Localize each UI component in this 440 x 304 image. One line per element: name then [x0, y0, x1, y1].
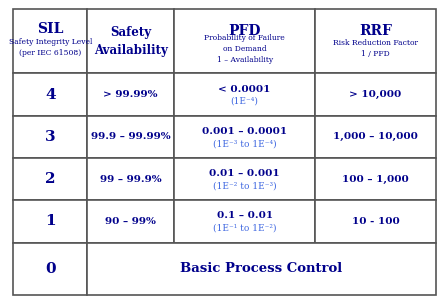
Text: 0.1 – 0.01: 0.1 – 0.01 [216, 212, 273, 220]
Text: (1E⁻⁴): (1E⁻⁴) [231, 97, 259, 106]
Bar [174, 158, 315, 200]
Text: (1E⁻² to 1E⁻³): (1E⁻² to 1E⁻³) [213, 181, 276, 190]
Text: (1E⁻¹ to 1E⁻²): (1E⁻¹ to 1E⁻²) [213, 224, 276, 233]
Bar [174, 9, 315, 74]
Bar [315, 158, 436, 200]
Bar [315, 9, 436, 74]
Bar [13, 116, 87, 158]
Bar [315, 74, 436, 116]
Text: 0: 0 [45, 262, 55, 276]
Text: > 99.99%: > 99.99% [103, 90, 158, 99]
Text: < 0.0001: < 0.0001 [218, 85, 271, 94]
Text: > 10,000: > 10,000 [349, 90, 402, 99]
Bar [87, 158, 174, 200]
Text: 1: 1 [45, 214, 55, 228]
Text: Safety
Availability: Safety Availability [94, 26, 168, 57]
Bar [315, 116, 436, 158]
Bar [174, 116, 315, 158]
Text: PFD: PFD [228, 24, 261, 38]
Text: 10 - 100: 10 - 100 [352, 217, 400, 226]
Bar [13, 9, 87, 74]
Text: SIL: SIL [37, 22, 63, 36]
Text: Safety Integrity Level
(per IEC 61508): Safety Integrity Level (per IEC 61508) [9, 38, 92, 57]
Text: 4: 4 [45, 88, 55, 102]
Bar [174, 200, 315, 243]
Bar [87, 243, 436, 295]
Text: 3: 3 [45, 130, 55, 144]
Bar [87, 200, 174, 243]
Text: Basic Process Control: Basic Process Control [180, 262, 343, 275]
Bar [13, 158, 87, 200]
Bar [315, 200, 436, 243]
Text: 99 – 99.9%: 99 – 99.9% [100, 174, 161, 184]
Text: 100 – 1,000: 100 – 1,000 [342, 174, 409, 184]
Bar [174, 74, 315, 116]
Bar [13, 200, 87, 243]
Text: 99.9 – 99.99%: 99.9 – 99.99% [91, 132, 170, 141]
Text: Probability of Failure
on Demand
1 – Availability: Probability of Failure on Demand 1 – Ava… [204, 34, 285, 64]
Text: Risk Reduction Factor
1 / PFD: Risk Reduction Factor 1 / PFD [333, 40, 418, 58]
Text: (1E⁻³ to 1E⁻⁴): (1E⁻³ to 1E⁻⁴) [213, 139, 276, 148]
Bar [13, 243, 87, 295]
Bar [87, 9, 174, 74]
Bar [87, 74, 174, 116]
Text: 0.01 – 0.001: 0.01 – 0.001 [209, 169, 280, 178]
Bar [13, 74, 87, 116]
Text: 2: 2 [45, 172, 55, 186]
Text: 1,000 – 10,000: 1,000 – 10,000 [333, 132, 418, 141]
Text: RRF: RRF [359, 24, 392, 38]
Bar [87, 116, 174, 158]
Text: 90 – 99%: 90 – 99% [105, 217, 156, 226]
Text: 0.001 – 0.0001: 0.001 – 0.0001 [202, 127, 287, 136]
